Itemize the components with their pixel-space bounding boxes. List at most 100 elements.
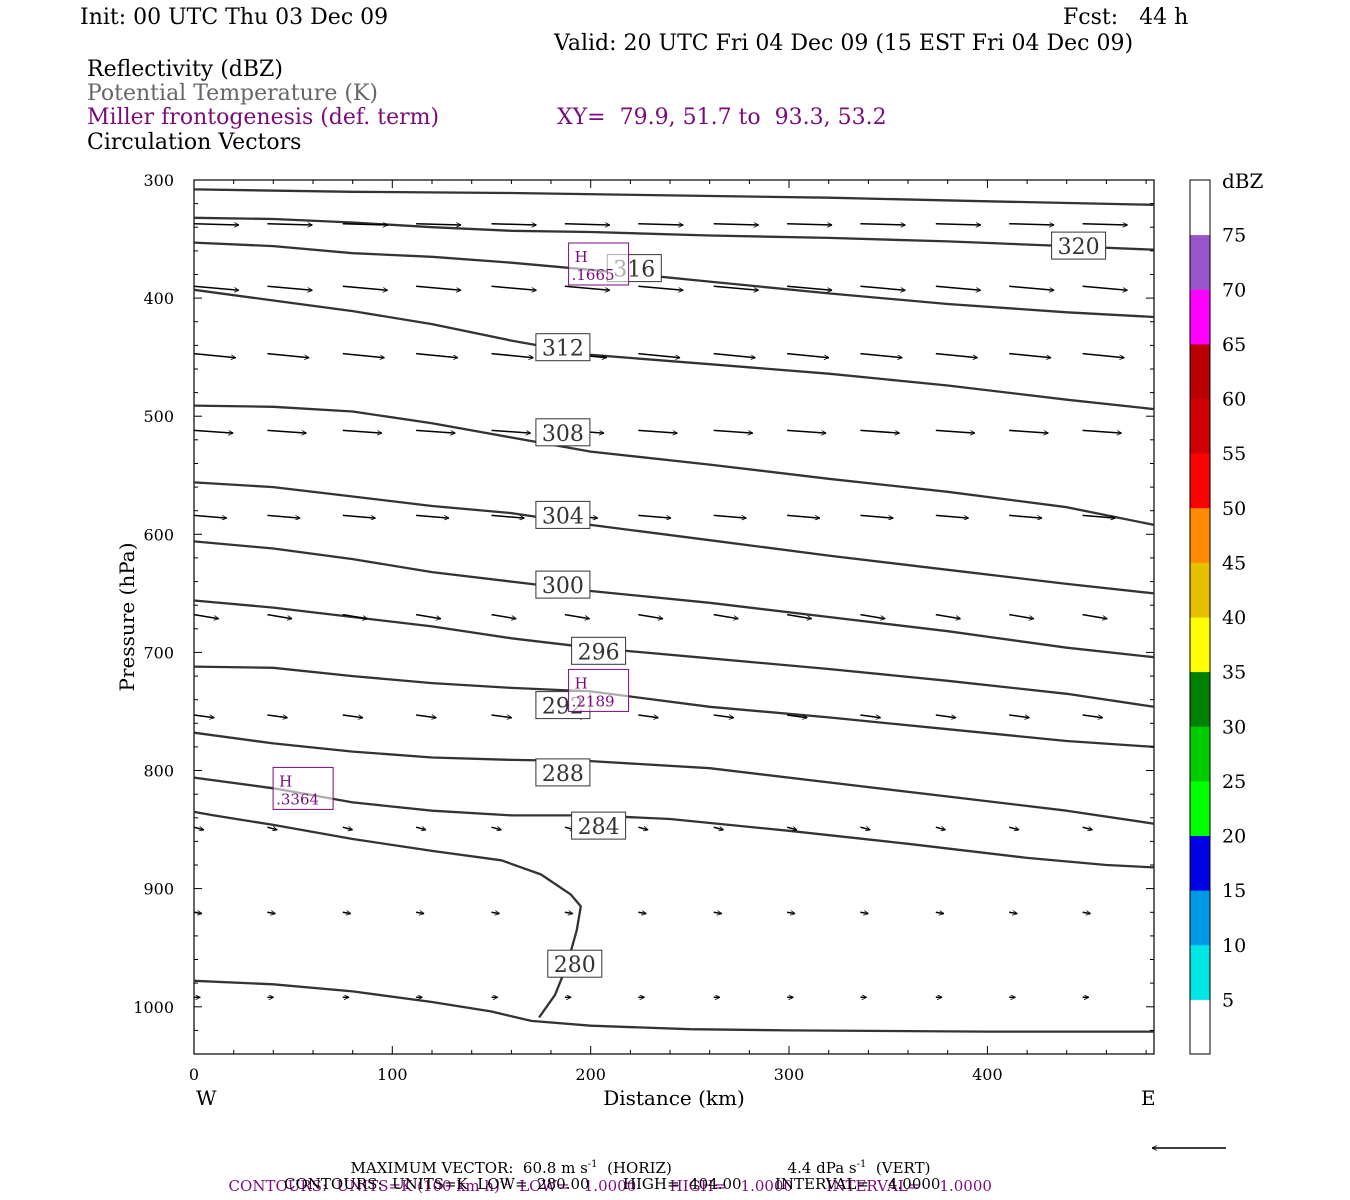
circulation-vector-arrow — [935, 714, 956, 718]
x-axis-title: Distance (km) — [603, 1086, 745, 1110]
circulation-vector-arrow — [415, 613, 441, 619]
colorbar-segment — [1190, 180, 1210, 236]
contours-frontogenesis-info: CONTOURS: UNITS=K (100 km h)-1 LOW= 1.00… — [219, 1157, 992, 1195]
colorbar-segment — [1190, 726, 1210, 782]
circulation-vector-arrow — [1009, 429, 1048, 433]
circulation-vector-arrow — [638, 429, 677, 433]
circulation-vector-arrow — [787, 352, 829, 358]
contour-label-box — [547, 949, 603, 978]
max-vector-horizontal-suffix: (HORIZ) — [607, 1159, 672, 1177]
contour-label-box — [535, 418, 591, 447]
x-axis-east-label: E — [1141, 1086, 1156, 1110]
forecast-hour: Fcst: 44 h — [1063, 5, 1189, 30]
colorbar-label: 35 — [1222, 662, 1246, 684]
y-tick-label: 400 — [143, 289, 174, 308]
contour-label: 320 — [1058, 235, 1100, 260]
init-time: Init: 00 UTC Thu 03 Dec 09 — [80, 5, 389, 30]
colorbar-label: 55 — [1222, 443, 1246, 465]
theta-contour-line — [193, 776, 1155, 869]
circulation-vector-arrow — [1082, 827, 1093, 830]
circulation-vector-arrow — [1082, 285, 1128, 290]
contour-label: 288 — [542, 762, 584, 787]
x-tick-label: 200 — [575, 1065, 606, 1084]
colorbar-segment — [1190, 999, 1210, 1055]
colorbar-frame — [1189, 179, 1211, 1055]
max-vector-horizontal-exponent: -1 — [587, 1159, 598, 1170]
contour-label-box — [535, 500, 591, 529]
contours-frontogenesis-exponent: -1 — [499, 1177, 510, 1188]
circulation-vector-arrow — [416, 429, 455, 433]
circulation-vector-arrow — [564, 285, 610, 290]
circulation-vector-arrow — [638, 352, 680, 358]
colorbar-segment — [1190, 343, 1210, 399]
circulation-vector-arrow — [860, 613, 885, 619]
circulation-vector-arrow — [787, 514, 820, 518]
colorbar-segment — [1190, 780, 1210, 836]
circulation-vector-arrow — [491, 352, 534, 358]
circulation-vector-arrow — [267, 714, 287, 718]
circulation-vector-arrow — [935, 912, 944, 913]
y-tick-label: 500 — [143, 407, 174, 426]
circulation-vector-arrow — [935, 429, 975, 433]
circulation-vector-arrow — [1009, 352, 1051, 358]
colorbar-segment — [1190, 835, 1210, 891]
circulation-vector-arrow — [1009, 912, 1017, 913]
colorbar-label: 20 — [1222, 826, 1246, 848]
circulation-vector-arrow — [416, 514, 449, 518]
cross-section-endpoints: XY= 79.9, 51.7 to 93.3, 53.2 — [557, 105, 887, 130]
circulation-vector-arrow — [193, 613, 219, 619]
circulation-vector-arrow — [1082, 429, 1122, 433]
circulation-vector-arrow — [1009, 613, 1034, 619]
theta-contour-line — [193, 216, 1155, 251]
contour-label: 304 — [542, 504, 584, 529]
circulation-vector-arrow — [564, 224, 610, 225]
colorbar-label: 25 — [1222, 771, 1246, 793]
max-vector-vertical-suffix: (VERT) — [875, 1159, 931, 1177]
circulation-vector-arrow — [935, 613, 961, 619]
x-tick-label: 300 — [774, 1065, 805, 1084]
circulation-vector-arrow — [342, 827, 353, 830]
circulation-vector-arrow — [860, 514, 893, 518]
circulation-vector-arrow — [713, 912, 722, 913]
circulation-vectors — [193, 224, 1128, 998]
colorbar-segment — [1190, 398, 1210, 454]
circulation-vector-arrow — [860, 827, 870, 830]
frontogenesis-high-box — [568, 668, 630, 712]
circulation-vector-arrow — [564, 613, 590, 619]
y-tick-label: 800 — [143, 762, 174, 781]
circulation-vector-arrow — [860, 352, 902, 358]
circulation-vector-arrow — [267, 827, 277, 830]
field-frontogenesis: Miller frontogenesis (def. term) — [87, 105, 440, 130]
colorbar-label: 75 — [1222, 225, 1246, 247]
circulation-vector-arrow — [193, 224, 239, 225]
theta-contour-line — [193, 540, 1155, 659]
circulation-vector-arrow — [935, 352, 978, 358]
circulation-vector-arrow — [342, 224, 388, 225]
max-vector-vertical-exponent: -1 — [856, 1159, 867, 1170]
plot-frame — [193, 179, 1155, 1055]
y-tick-label: 300 — [143, 171, 174, 190]
circulation-vector-arrow — [1009, 224, 1054, 225]
colorbar-label: 5 — [1222, 989, 1234, 1011]
circulation-vector-arrow — [193, 714, 214, 718]
circulation-vector-arrow — [491, 429, 531, 433]
circulation-vector-arrow — [193, 827, 204, 830]
circulation-vector-arrow — [193, 352, 236, 358]
max-vector-vertical-text: 4.4 dPa s-1 (VERT) — [778, 1139, 931, 1177]
circulation-vector-arrow — [416, 714, 436, 718]
circulation-vector-arrow — [193, 514, 227, 518]
colorbar-segment — [1190, 289, 1210, 345]
circulation-vector-arrow — [935, 224, 981, 225]
colorbar-segment — [1190, 890, 1210, 946]
frontogenesis-high-box — [568, 242, 630, 286]
theta-contour-line — [193, 288, 1155, 411]
circulation-vector-arrow — [267, 613, 292, 619]
colorbar-label: 10 — [1222, 935, 1246, 957]
circulation-vector-arrow — [860, 912, 868, 913]
circulation-vector-arrow — [935, 285, 981, 290]
frontogenesis-high-symbol: H — [575, 248, 588, 266]
contour-label: 280 — [554, 953, 596, 978]
contours-theta-info: CONTOURS: UNITS=K LOW= 280.00 HIGH= 404.… — [284, 1175, 941, 1193]
